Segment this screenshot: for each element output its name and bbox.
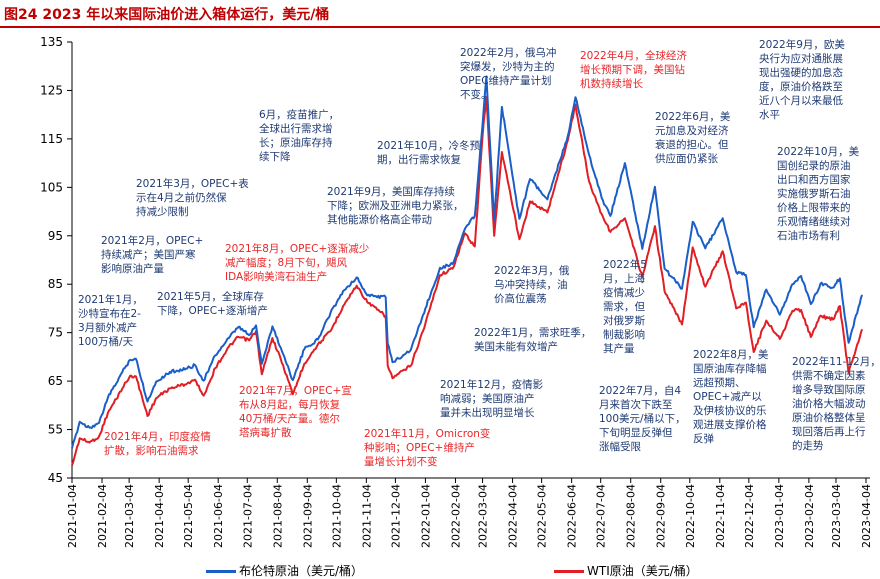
annotation-2022-11-12: 2022年11-12月， 供需不确定因素 增多导致国际原 油价格大幅波动 原油价… [792, 356, 880, 452]
y-tick-label: 45 [48, 471, 63, 485]
x-tick-label: 2023-02-04 [803, 484, 816, 548]
x-tick-label: 2021-09-04 [301, 484, 314, 548]
x-tick-label: 2021-03-04 [123, 484, 136, 548]
annotation-2021-09: 2021年9月，美国库存持续 下降；欧洲及亚洲电力紧张， 其他能源价格高企带动 [327, 186, 464, 226]
x-tick-label: 2022-07-04 [595, 484, 608, 548]
annotation-2021-10: 2021年10月，冷冬预 期，出行需求恢复 [377, 140, 481, 166]
x-tick-label: 2022-09-04 [655, 484, 668, 548]
x-tick-label: 2022-02-04 [449, 484, 462, 548]
legend-brent: 布伦特原油（美元/桶） [206, 562, 363, 579]
annotation-2021-03: 2021年3月，OPEC+表 示在4月之前仍然保 持减少限制 [136, 178, 249, 218]
annotation-2021-04: 2021年4月，印度疫情 扩散，影响石油需求 [104, 431, 211, 457]
annotation-2021-07: 2021年7月，OPEC+宣 布从8月起，每月恢复 40万桶/天产量。德尔 塔病… [239, 385, 352, 439]
annotation-2021-08: 2021年8月，OPEC+逐渐减少 减产幅度；8月下旬，飓风 IDA影响美湾石油… [225, 243, 370, 283]
annotation-2022-09: 2022年9月，欧美 央行为应对通胀展 现出强硬的加息态 度，原油价格跌至 近八… [759, 39, 845, 121]
legend-brent-swatch [206, 570, 236, 573]
legend-wti-swatch [554, 570, 584, 573]
x-tick-label: 2021-07-04 [241, 484, 254, 548]
x-tick-label: 2022-11-04 [714, 484, 727, 548]
x-tick-label: 2022-03-04 [477, 484, 490, 548]
x-tick-label: 2022-08-04 [625, 484, 638, 548]
y-tick-label: 55 [48, 423, 63, 437]
x-tick-label: 2021-08-04 [271, 484, 284, 548]
annotation-2022-07: 2022年7月，自4 月来首次下跌至 100美元/桶以下， 下旬明显反弹但 涨幅… [599, 385, 686, 453]
chart-title: 图24 2023 年以来国际油价进入箱体运行，美元/桶 [4, 7, 330, 23]
annotation-2022-06: 2022年6月，美 元加息及对经济 衰退的担心。但 供应面仍紧张 [655, 111, 731, 165]
brent-line [71, 75, 864, 449]
y-tick-label: 95 [48, 229, 63, 243]
y-tick-label: 115 [40, 132, 63, 146]
x-tick-label: 2021-02-04 [96, 484, 109, 548]
x-tick-label: 2021-10-04 [330, 484, 343, 548]
annotation-2022-05: 2022年5 月，上海 疫情减少 需求，但 对俄罗斯 制裁影响 其产量 [603, 259, 647, 355]
x-tick-label: 2021-11-04 [360, 484, 373, 548]
annotation-2021-01: 2021年1月， 沙特宣布在2- 3月额外减产 100万桶/天 [78, 294, 143, 348]
annotation-2022-08: 2022年8月，美 国原油库存降幅 远超预期、 OPEC+减产以 及伊核协议的乐… [693, 349, 769, 445]
annotation-2021-06: 6月，疫苗推广， 全球出行需求增 长；原油库存持 续下降 [259, 109, 340, 163]
x-tick-label: 2021-01-04 [66, 484, 79, 548]
x-tick-label: 2021-06-04 [212, 484, 225, 548]
annotation-2021-05: 2021年5月，全球库存 下降，OPEC+逐渐增产 [157, 291, 268, 317]
legend-wti-label: WTI原油（美元/桶） [587, 564, 698, 578]
y-tick-label: 65 [48, 374, 63, 388]
annotation-2021-11: 2021年11月，Omicron变 种影响；OPEC+维持产 量增长计划不变 [364, 428, 491, 468]
annotation-2022-04: 2022年4月，全球经济 增长预期下调，美国钻 机数持续增长 [580, 50, 687, 90]
annotation-2022-10: 2022年10月，美 国创纪录的原油 出口和西方国家 实施俄罗斯石油 价格上限带… [777, 146, 860, 242]
y-tick-label: 105 [40, 180, 63, 194]
x-tick-label: 2023-03-04 [830, 484, 843, 548]
x-tick-label: 2022-10-04 [684, 484, 697, 548]
x-tick-label: 2022-06-04 [566, 484, 579, 548]
x-tick-label: 2021-05-04 [182, 484, 195, 548]
y-tick-label: 85 [48, 277, 63, 291]
y-tick-label: 135 [40, 35, 63, 49]
legend-brent-label: 布伦特原油（美元/桶） [239, 564, 364, 578]
x-tick-label: 2021-12-04 [389, 484, 402, 548]
x-tick-label: 2022-01-04 [419, 484, 432, 548]
axes: 45 55 65 75 85 95 105 115 125 135 2021-01-04 2021-0… [40, 35, 873, 548]
annotation-2022-02: 2022年2月，俄乌冲 突爆发，沙特为主的 OPEC维持产量计划 不变。 [460, 47, 557, 101]
annotation-2021-12: 2021年12月，疫情影 响减弱；美国原油产 量并未出现明显增长 [440, 379, 544, 419]
x-tick-label: 2023-04-04 [860, 484, 873, 548]
x-tick-label: 2022-12-04 [743, 484, 756, 548]
legend-wti: WTI原油（美元/桶） [554, 562, 698, 579]
series-lines [71, 75, 864, 466]
title-rule [0, 26, 880, 28]
annotation-2022-01: 2022年1月，需求旺季， 美国未能有效增产 [474, 327, 592, 353]
x-tick-label: 2021-04-04 [153, 484, 166, 548]
y-tick-label: 125 [40, 83, 63, 97]
x-tick-label: 2022-05-04 [536, 484, 549, 548]
y-tick-label: 75 [48, 326, 63, 340]
x-tick-label: 2023-01-04 [773, 484, 786, 548]
wti-line [71, 95, 864, 466]
annotation-2021-02: 2021年2月，OPEC+ 持续减产；美国严寒 影响原油产量 [101, 235, 204, 275]
x-tick-label: 2022-04-04 [507, 484, 520, 548]
annotation-2022-03: 2022年3月，俄 乌冲突持续，油 价高位震荡 [494, 265, 570, 305]
